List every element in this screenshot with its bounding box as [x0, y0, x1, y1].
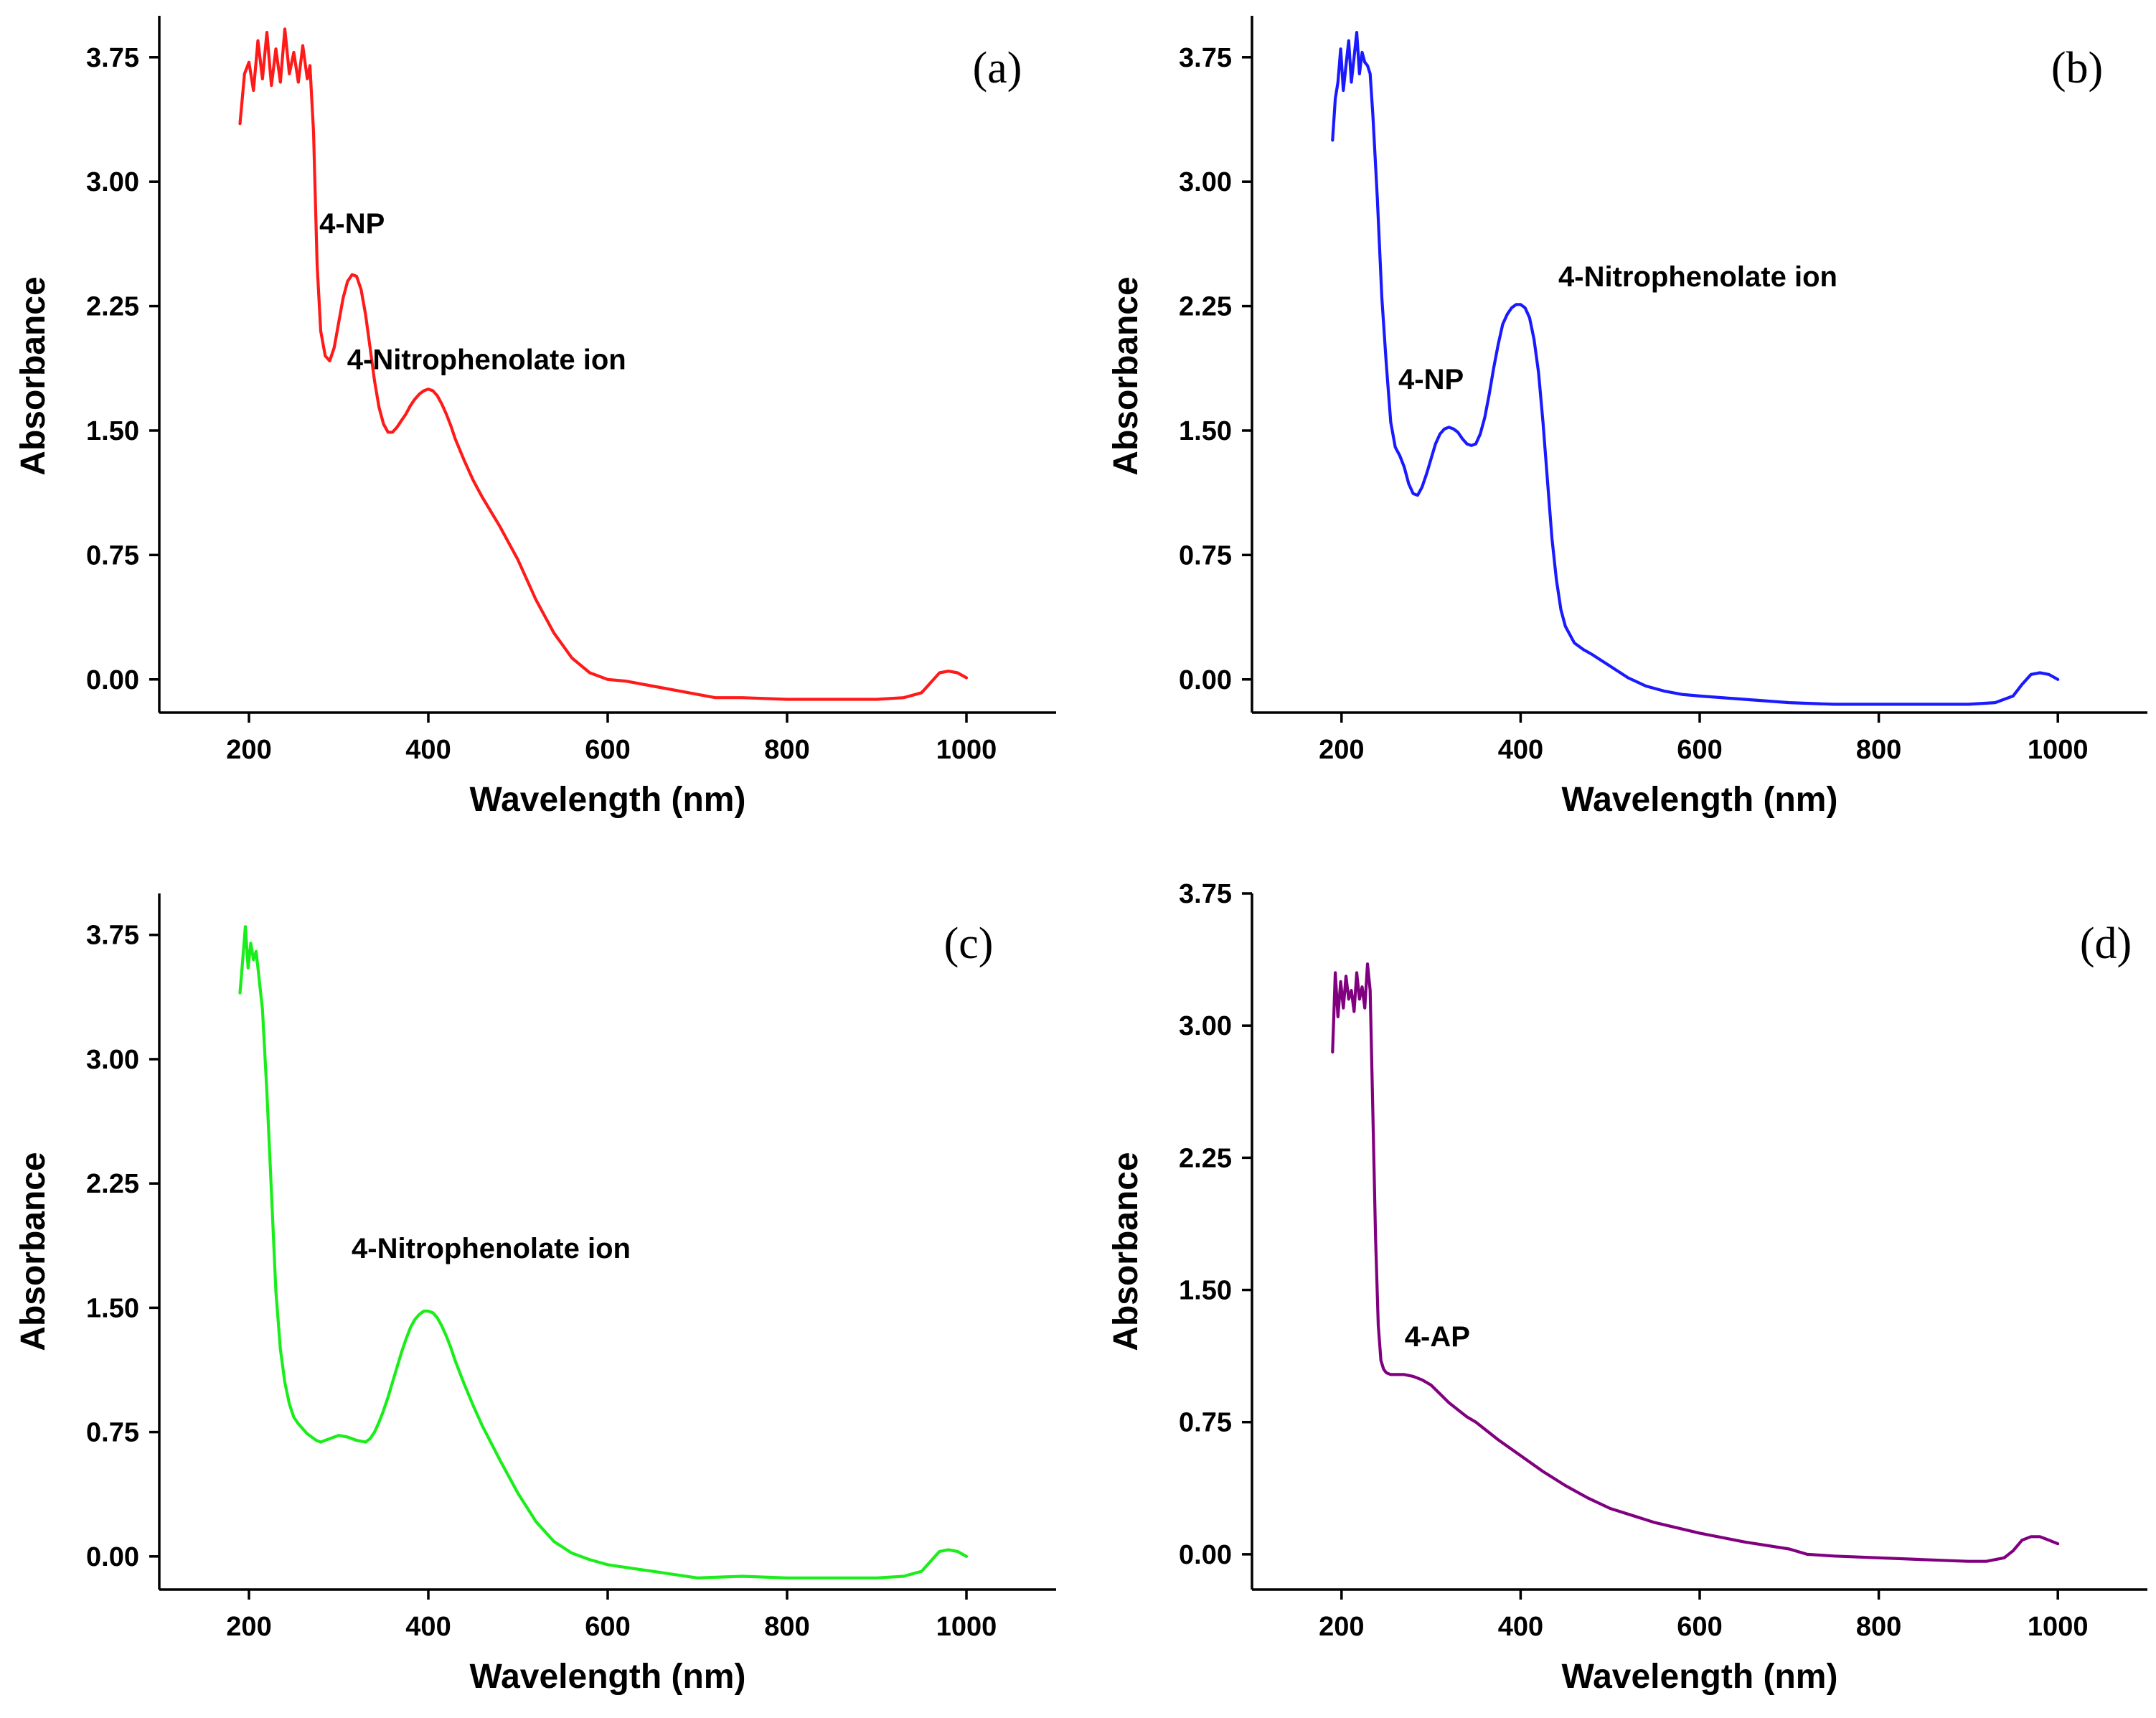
y-axis-title: Absorbance: [1107, 1152, 1145, 1351]
peak-annotation: 4-NP: [1398, 364, 1464, 395]
x-tick-label: 200: [1319, 1612, 1364, 1642]
x-tick-label: 800: [1856, 1612, 1901, 1642]
y-tick-label: 2.25: [86, 1169, 139, 1199]
x-tick-label: 400: [405, 735, 451, 765]
y-tick-label: 3.75: [86, 921, 139, 951]
panel-c: 0.00 0.75 1.50 2.25 3.00 3.75 200 400 600 800 1000…: [14, 893, 1056, 1696]
y-tick-label: 0.75: [1179, 540, 1232, 571]
x-tick-label: 200: [226, 1612, 271, 1642]
x-tick-label: 1000: [936, 735, 997, 765]
spectrum-line-a: [238, 27, 969, 701]
panel-label: (b): [2051, 44, 2103, 93]
y-tick-label: 2.25: [1179, 1143, 1232, 1173]
y-tick-label: 1.50: [1179, 1276, 1232, 1306]
x-tick-label: 800: [764, 735, 809, 765]
x-tick-label: 200: [1319, 735, 1364, 765]
panel-label: (d): [2080, 919, 2132, 968]
spectrum-line-c: [238, 925, 969, 1579]
x-tick-label: 800: [1856, 735, 1901, 765]
y-tick-label: 3.00: [1179, 1011, 1232, 1041]
peak-annotation: 4-Nitrophenolate ion: [347, 344, 626, 375]
x-axis-title: Wavelength (nm): [470, 781, 746, 819]
x-tick-label: 600: [1677, 735, 1722, 765]
x-tick-label: 800: [764, 1612, 809, 1642]
y-tick-label: 1.50: [86, 416, 139, 446]
y-tick-label: 2.25: [86, 292, 139, 322]
peak-annotation: 4-Nitrophenolate ion: [1558, 261, 1837, 293]
y-axis-title: Absorbance: [1107, 276, 1145, 475]
x-tick-label: 1000: [2028, 735, 2089, 765]
y-tick-label: 0.00: [1179, 665, 1232, 695]
y-tick-label: 0.00: [1179, 1540, 1232, 1570]
y-tick-label: 0.00: [86, 665, 139, 695]
y-tick-label: 0.75: [86, 540, 139, 571]
x-tick-label: 400: [1498, 1612, 1543, 1642]
panel-a: 0.00 0.75 1.50 2.25 3.00 3.75 200 400 600 800 1000…: [14, 16, 1056, 819]
y-tick-label: 2.25: [1179, 292, 1232, 322]
y-tick-label: 3.75: [1179, 43, 1232, 73]
y-tick-label: 3.00: [1179, 167, 1232, 197]
x-tick-label: 1000: [936, 1612, 997, 1642]
peak-annotation: 4-NP: [319, 208, 385, 240]
y-tick-label: 3.75: [1179, 879, 1232, 909]
peak-annotation: 4-Nitrophenolate ion: [352, 1233, 631, 1264]
x-tick-label: 400: [1498, 735, 1543, 765]
y-axis-title: Absorbance: [14, 276, 52, 475]
panel-label: (a): [973, 44, 1022, 93]
x-axis-title: Wavelength (nm): [470, 1658, 746, 1696]
y-tick-label: 3.75: [86, 43, 139, 73]
y-tick-label: 1.50: [1179, 416, 1232, 446]
y-tick-label: 0.00: [86, 1542, 139, 1572]
y-tick-label: 1.50: [86, 1293, 139, 1323]
y-tick-label: 3.00: [86, 167, 139, 197]
y-tick-label: 3.00: [86, 1045, 139, 1075]
x-tick-label: 200: [226, 735, 271, 765]
x-tick-label: 600: [585, 735, 630, 765]
panel-label: (c): [944, 919, 994, 968]
peak-annotation: 4-AP: [1405, 1321, 1470, 1353]
x-tick-label: 400: [405, 1612, 451, 1642]
x-axis-title: Wavelength (nm): [1562, 1658, 1838, 1696]
panel-b: 0.00 0.75 1.50 2.25 3.00 3.75 200 400 600 800 1000…: [1107, 16, 2147, 819]
x-tick-label: 600: [585, 1612, 630, 1642]
x-tick-label: 600: [1677, 1612, 1722, 1642]
spectrum-line-d: [1331, 962, 2060, 1563]
panel-d: 0.00 0.75 1.50 2.25 3.00 3.75 200 400 600 800 1000…: [1107, 879, 2147, 1696]
x-axis-title: Wavelength (nm): [1562, 781, 1838, 819]
y-axis-title: Absorbance: [14, 1152, 52, 1351]
spectrum-line-b: [1331, 31, 2060, 706]
x-tick-label: 1000: [2028, 1612, 2089, 1642]
y-tick-label: 0.75: [1179, 1408, 1232, 1438]
y-tick-label: 0.75: [86, 1418, 139, 1448]
